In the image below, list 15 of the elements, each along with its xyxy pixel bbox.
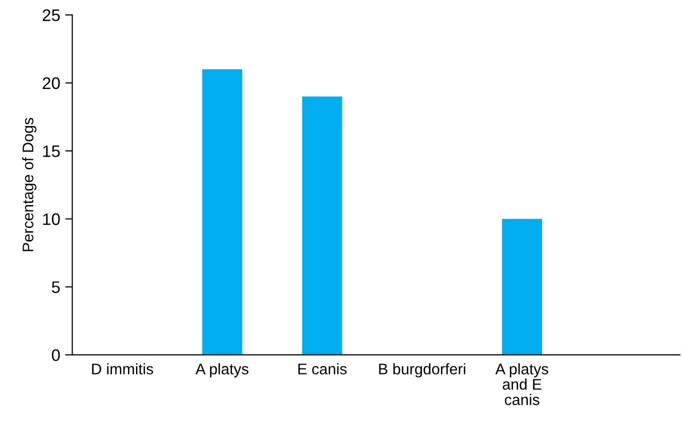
y-tick-label: 25 <box>42 9 60 22</box>
bar <box>502 218 542 355</box>
y-tick-label: 0 <box>52 349 60 362</box>
y-tick-label: 20 <box>42 77 60 90</box>
y-axis-title: Percentage of Dogs <box>22 118 36 252</box>
y-tick-label: 5 <box>52 281 60 294</box>
y-tick-label: 10 <box>43 213 60 226</box>
y-tick-label: 15 <box>43 145 60 158</box>
bar <box>202 69 242 355</box>
x-tick-label: D immitis <box>92 363 154 374</box>
x-tick-label: B burgdorferi <box>379 363 466 378</box>
bar <box>302 96 342 355</box>
x-tick-label: E canis <box>298 363 347 374</box>
x-tick-label: A platys <box>195 363 248 378</box>
x-tick-label: A platys and E canis <box>495 363 548 406</box>
